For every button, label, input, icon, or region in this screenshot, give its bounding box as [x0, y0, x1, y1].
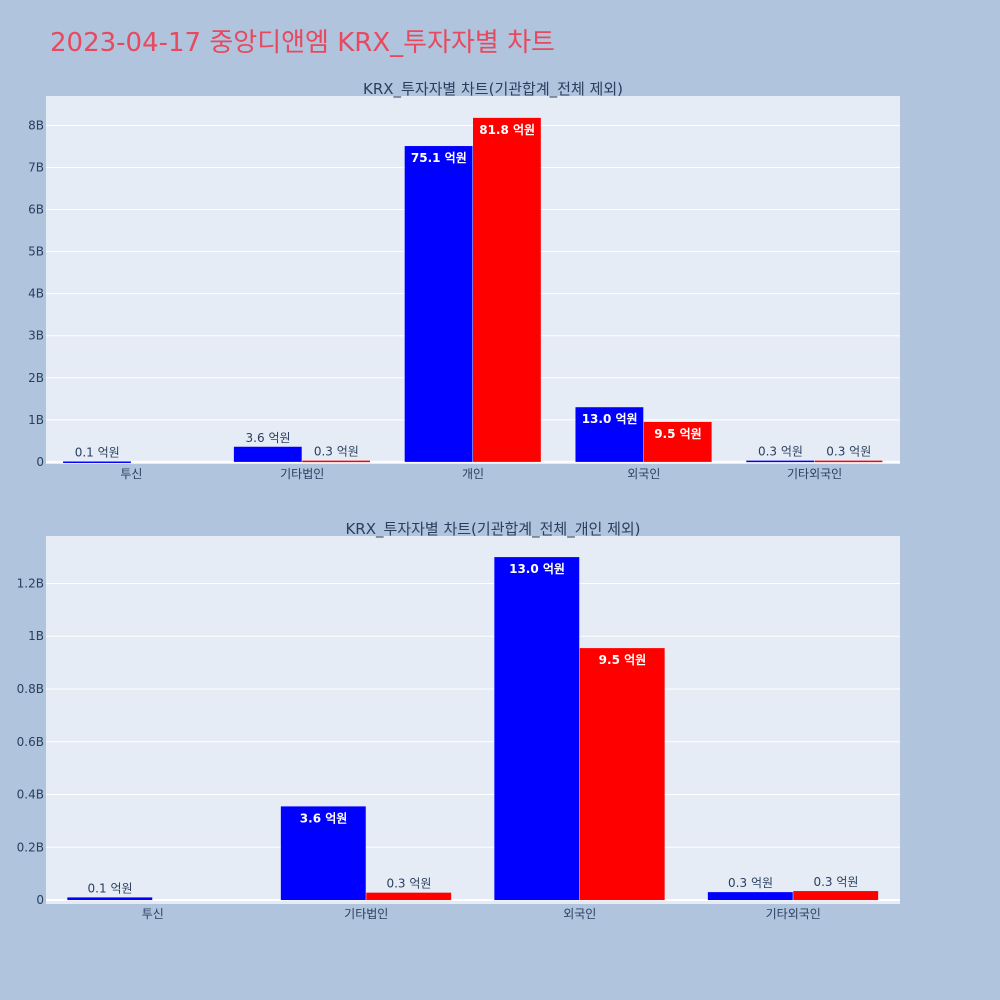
data-label: 3.6 억원 [246, 431, 291, 445]
bar [67, 897, 153, 901]
y-tick-label: 2B [28, 371, 44, 385]
y-tick-label: 0.6B [17, 735, 44, 749]
data-label: 9.5 억원 [654, 427, 702, 441]
data-label: 3.6 억원 [300, 811, 348, 825]
y-tick-label: 0.8B [17, 682, 44, 696]
bar [404, 146, 473, 462]
data-label: 0.3 억원 [386, 877, 431, 891]
bar [707, 892, 793, 901]
y-tick-label: 3B [28, 329, 44, 343]
x-tick-label: 기타법인 [344, 907, 388, 921]
data-label: 0.3 억원 [813, 875, 858, 889]
bar [746, 460, 815, 463]
data-label: 9.5 억원 [599, 653, 647, 667]
chart-title: KRX_투자자별 차트(기관합계_전체_개인 제외) [345, 520, 640, 539]
chart-bottom: KRX_투자자별 차트(기관합계_전체_개인 제외) 0 0.2B 0.4B 0.6B 0… [17, 520, 900, 921]
y-tick-label: 4B [28, 287, 44, 301]
x-tick-label: 기타법인 [280, 467, 324, 481]
bar [302, 460, 371, 463]
y-tick-label: 1B [28, 629, 44, 643]
bar [233, 446, 302, 462]
y-tick-label: 0.4B [17, 788, 44, 802]
data-label: 0.1 억원 [75, 445, 120, 459]
bar [643, 421, 712, 462]
data-label: 0.3 억원 [314, 445, 359, 459]
x-tick-label: 외국인 [627, 467, 660, 481]
y-tick-label: 5B [28, 245, 44, 259]
x-tick-label: 개인 [462, 467, 484, 481]
bar [793, 891, 879, 901]
x-tick-label: 외국인 [563, 907, 596, 921]
bar [814, 460, 883, 463]
plot-area [46, 536, 900, 904]
data-label: 0.3 억원 [826, 445, 871, 459]
y-tick-label: 1B [28, 413, 44, 427]
y-tick-label: 0.2B [17, 840, 44, 854]
data-label: 0.3 억원 [758, 445, 803, 459]
y-tick-label: 1.2B [17, 576, 44, 590]
chart-title: KRX_투자자별 차트(기관합계_전체 제외) [363, 80, 623, 99]
x-tick-label: 기타외국인 [766, 907, 821, 921]
bar [280, 806, 366, 901]
bar [579, 648, 665, 901]
x-tick-label: 투신 [142, 907, 164, 921]
chart-top: KRX_투자자별 차트(기관합계_전체 제외) 0 1B 2B 3B 4B 5B 6B 7B 8B… [28, 80, 900, 481]
data-label: 75.1 억원 [411, 151, 467, 165]
bar [366, 892, 452, 901]
data-label: 0.1 억원 [88, 881, 133, 895]
x-tick-label: 투신 [120, 467, 142, 481]
data-label: 0.3 억원 [728, 876, 773, 890]
y-tick-label: 0 [36, 893, 44, 907]
bar [494, 557, 580, 901]
bar [473, 117, 541, 462]
page-title: 2023-04-17 중앙디앤엠 KRX_투자자별 차트 [50, 28, 555, 58]
y-tick-label: 6B [28, 203, 44, 217]
y-tick-label: 0 [36, 455, 44, 469]
data-label: 13.0 억원 [509, 562, 565, 576]
y-tick-label: 8B [28, 118, 44, 132]
data-label: 13.0 억원 [582, 412, 638, 426]
bar [575, 407, 644, 462]
bar [63, 461, 131, 463]
x-tick-label: 기타외국인 [787, 467, 842, 481]
y-tick-label: 7B [28, 160, 44, 174]
data-label: 81.8 억원 [479, 123, 535, 137]
